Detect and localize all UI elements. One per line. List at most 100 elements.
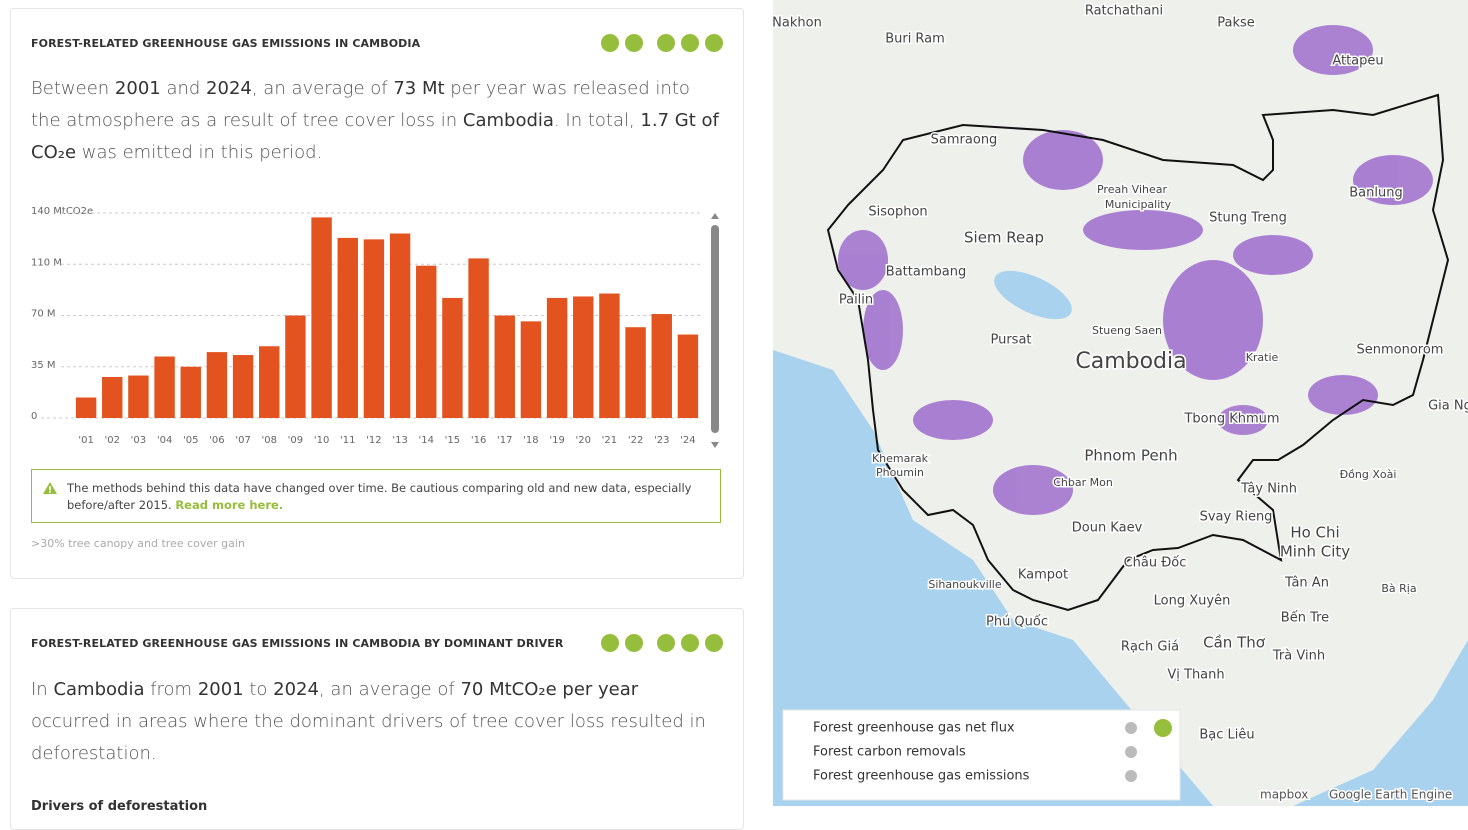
summary-text: 1.7 Gt of CO₂e (31, 110, 719, 163)
place-label: Doun Kaev (1072, 521, 1143, 536)
place-label: Senmonorom (1357, 343, 1444, 358)
bar (232, 355, 254, 418)
place-label: Samraong (931, 133, 998, 148)
place-label: Phoumin (876, 466, 924, 479)
place-label: Sisophon (868, 205, 927, 220)
info-button[interactable] (681, 34, 699, 52)
bar (337, 237, 358, 418)
bar (520, 321, 542, 418)
bar (363, 239, 385, 418)
place-label: Minh City (1280, 543, 1350, 561)
sea (773, 350, 1213, 806)
place-label: Stueng Saen (1092, 324, 1162, 337)
y-tick-label: 140 MtCO2e (31, 206, 93, 217)
place-label: Gia Ng (1428, 399, 1468, 414)
summary-text: In (31, 679, 54, 700)
x-tick-label: '02 (105, 435, 120, 446)
y-tick-label: 110 M (31, 257, 62, 268)
bar (128, 375, 149, 418)
x-tick-label: '15 (445, 435, 460, 446)
place-label: Long Xuyên (1154, 594, 1231, 609)
place-label: Bến Tre (1281, 611, 1329, 626)
place-label: Battambang (886, 265, 966, 280)
summary-text: Cambodia (462, 110, 554, 131)
scrollbar (711, 225, 719, 433)
y-tick-label: 35 M (31, 360, 56, 371)
summary-text: occurred in areas where the dominant dri… (31, 711, 706, 764)
info-button[interactable] (681, 634, 699, 652)
summary-text: , an average of (251, 78, 394, 99)
x-tick-label: '20 (576, 435, 591, 446)
settings-button[interactable] (625, 34, 643, 52)
place-label: Preah Vihear (1097, 183, 1168, 196)
x-tick-label: '11 (340, 435, 355, 446)
bar (546, 297, 568, 418)
read-more-link[interactable]: Read more here. (175, 498, 284, 512)
warning-icon (43, 482, 57, 494)
summary-text: per year was released into the atmospher… (31, 78, 690, 131)
legend-box (782, 709, 1181, 801)
widget-summary: Between 2001 and 2024, an average of 73 … (31, 73, 721, 169)
summary-text: 73 Mt (393, 78, 445, 99)
place-label: Banlung (1349, 186, 1402, 201)
x-tick-label: '12 (366, 435, 381, 446)
share-button[interactable] (705, 634, 723, 652)
x-tick-label: '23 (654, 435, 669, 446)
x-tick-label: '16 (471, 435, 486, 446)
place-label: Nakhon (773, 16, 822, 31)
bar (389, 233, 411, 418)
place-label: Tân An (1284, 576, 1329, 591)
share-button[interactable] (705, 34, 723, 52)
widget-summary: In Cambodia from 2001 to 2024, an averag… (31, 674, 721, 770)
summary-text: Between (31, 78, 115, 99)
x-tick-label: '01 (78, 435, 93, 446)
settings-button[interactable] (625, 634, 643, 652)
widget-card: FOREST-RELATED GREENHOUSE GAS EMISSIONS … (10, 608, 744, 830)
place-label: Đồng Xoài (1340, 468, 1397, 481)
y-tick-label: 0 (31, 411, 37, 422)
opacity-toggle[interactable] (1125, 722, 1137, 734)
bar (311, 217, 332, 418)
country-border (826, 93, 1450, 612)
map-button[interactable] (601, 34, 619, 52)
place-label: Cần Thơ (1203, 634, 1266, 652)
x-tick-label: '13 (392, 435, 407, 446)
place-label: Khemarak (872, 452, 929, 465)
bar (573, 296, 594, 418)
place-label: Pailin (839, 293, 873, 308)
legend-toggle[interactable] (1154, 719, 1172, 737)
opacity-toggle[interactable] (1125, 770, 1137, 782)
page: FOREST-RELATED GREENHOUSE GAS EMISSIONS … (10, 0, 1468, 830)
bar (599, 293, 620, 418)
legend-item: Forest greenhouse gas emissions (813, 769, 1030, 784)
place-label: Kampot (1018, 568, 1068, 583)
x-tick-label: '19 (549, 435, 564, 446)
summary-text: 2024 (206, 78, 252, 99)
x-tick-label: '21 (602, 435, 617, 446)
place-label: Ratchathani (1085, 4, 1163, 19)
y-tick-label: 70 M (31, 309, 56, 320)
download-button[interactable] (657, 634, 675, 652)
place-label: Phnom Penh (1084, 447, 1177, 465)
bar (625, 327, 646, 418)
scroll-down (711, 442, 719, 448)
summary-text: and (160, 78, 207, 99)
summary-text: 2024 (273, 679, 319, 700)
warning-text: The methods behind this data have change… (67, 481, 692, 512)
opacity-toggle[interactable] (1125, 746, 1137, 758)
x-tick-label: '24 (680, 435, 695, 446)
place-label: Svay Rieng (1200, 510, 1273, 525)
map: Nakhon Buri Ram Ratchathani Pakse Attapeu Sam… (773, 0, 1468, 806)
map-button[interactable] (601, 634, 619, 652)
download-button[interactable] (657, 34, 675, 52)
place-label: Vị Thanh (1167, 668, 1224, 683)
legend-item: Forest greenhouse gas net flux (813, 721, 1015, 736)
place-label: Châu Đốc (1124, 556, 1187, 571)
bar (259, 346, 280, 418)
bar (677, 334, 699, 418)
place-label: Siem Reap (964, 229, 1044, 247)
x-tick-label: '17 (497, 435, 512, 446)
bar (651, 314, 672, 418)
widget-title: FOREST-RELATED GREENHOUSE GAS EMISSIONS … (31, 37, 421, 50)
widget-toolbar (601, 634, 723, 652)
